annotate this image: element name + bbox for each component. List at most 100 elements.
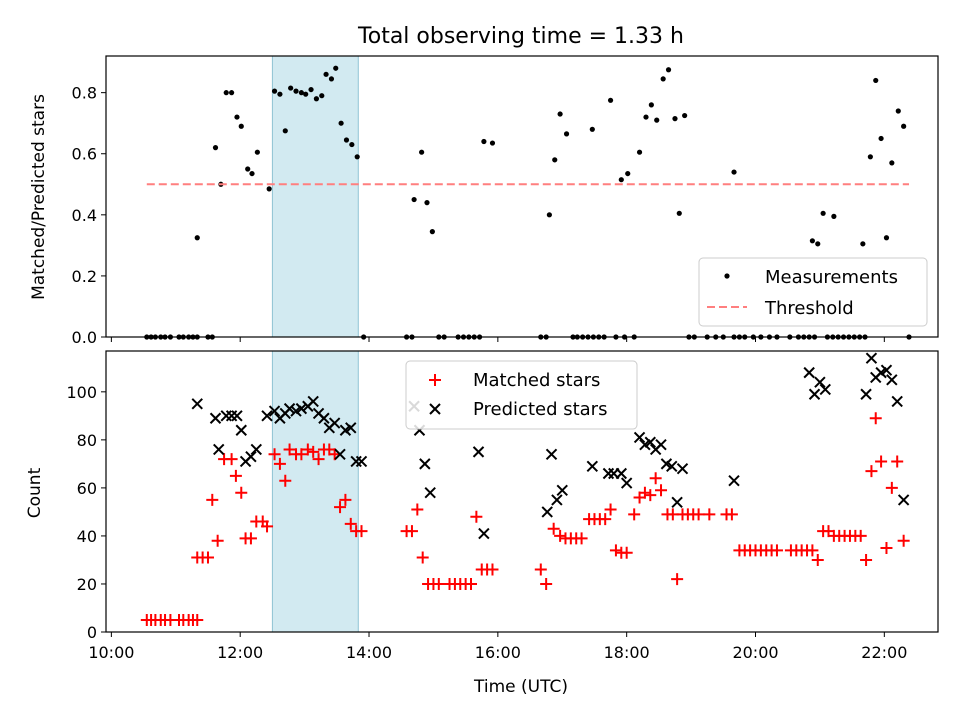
matched-star-point [261,520,274,533]
predicted-star-point [318,412,330,424]
measurement-point [303,91,309,97]
measurement-point [883,235,890,241]
matched-star-point [405,525,418,538]
matched-star-point [344,517,357,530]
matched-star-point [432,577,445,590]
predicted-star-point [261,410,273,422]
matched-star-point [355,525,368,538]
predicted-star-point [897,494,910,506]
matched-star-point [649,472,662,485]
matched-star-point [301,443,314,456]
measurement-point [333,65,339,71]
predicted-legend-marker [429,403,441,415]
ratio-legend: Measurements Threshold [698,257,928,327]
count-y-axis-label: Count [25,467,45,518]
measurement-point [229,90,235,96]
predicted-star-point [334,448,346,460]
ratio-y-axis-label: Matched/Predicted stars [29,94,49,300]
ratio-y-tick-label: 0.0 [72,328,97,347]
x-tick-label: 12:00 [217,643,263,662]
matched-star-point [880,541,893,554]
predicted-legend-label: Predicted stars [473,399,607,420]
measurement-point [343,137,350,143]
predicted-star-point [655,438,667,451]
measurement-point [254,149,260,155]
predicted-star-point [245,450,257,463]
measurement-point [271,88,278,94]
matched-star-point [869,412,882,425]
measurement-point [682,112,688,119]
predicted-star-point [283,402,296,415]
matched-star-point [554,529,567,542]
predicted-star-point [586,460,599,472]
measurement-point [319,93,325,99]
predicted-star-point [814,376,826,388]
predicted-star-point [819,383,831,396]
x-tick-label: 22:00 [861,643,907,662]
ratio-y-tick-label: 0.2 [72,267,97,286]
x-tick-label: 16:00 [475,643,521,662]
matched-star-point [547,522,560,535]
measurement-point [563,131,570,137]
predicted-star-point [355,455,368,468]
predicted-star-point [250,443,263,456]
measurement-point [266,186,272,192]
count-x-axis-label: Time (UTC) [473,677,568,697]
measurement-point [648,102,654,108]
predicted-star-point [209,412,222,424]
matched-star-point [891,455,904,468]
measurement-point [815,241,821,247]
matched-star-point [811,553,824,566]
measurement-point [245,166,251,172]
measurement-point [481,138,487,145]
predicted-star-point [620,477,633,489]
predicted-star-point [268,405,281,417]
predicted-star-point [235,424,247,436]
measurement-point [249,170,255,177]
measurement-point [731,169,737,175]
measurement-point [625,170,631,177]
measurement-point [643,114,649,120]
measurement-point [338,120,344,126]
measurement-point [889,160,895,166]
matched-star-point [885,481,898,494]
measurement-point [589,126,595,132]
measurement-point [308,86,314,93]
predicted-star-point [556,484,568,497]
predicted-star-point [213,443,225,456]
count-shaded-interval [272,351,359,632]
predicted-star-point [424,486,436,499]
matched-star-point [312,453,325,466]
measurement-point [323,71,329,77]
predicted-star-point [666,460,678,472]
predicted-star-point [478,527,490,540]
matched-star-point [283,443,296,456]
matched-star-point [604,503,617,516]
chart-title: Total observing time = 1.33 h [357,24,684,49]
count-axes-frame [105,350,939,633]
ratio-axes-frame [105,55,939,338]
measurement-point [654,117,660,123]
measurement-point [557,111,563,117]
measurement-point [293,88,299,94]
matched-star-point [644,489,657,502]
predicted-star-point [472,446,485,458]
measurement-point [328,76,335,82]
measurement-point [552,157,558,163]
predicted-star-point [615,467,628,480]
measurement-point [419,149,425,155]
measurement-point [873,77,879,84]
predicted-star-point [295,402,308,415]
measurement-point [212,145,219,151]
measurements-legend-label: Measurements [765,267,898,288]
matched-star-point [655,484,668,497]
predicted-star-point [231,410,243,422]
measurement-point [238,123,244,129]
measurement-point [809,238,815,244]
matched-star-point [609,544,622,557]
predicted-star-point [728,474,740,487]
matched-star-point [273,457,286,470]
matched-star-point [534,563,547,576]
measurement-point [354,154,360,160]
predicted-star-point [419,458,431,470]
